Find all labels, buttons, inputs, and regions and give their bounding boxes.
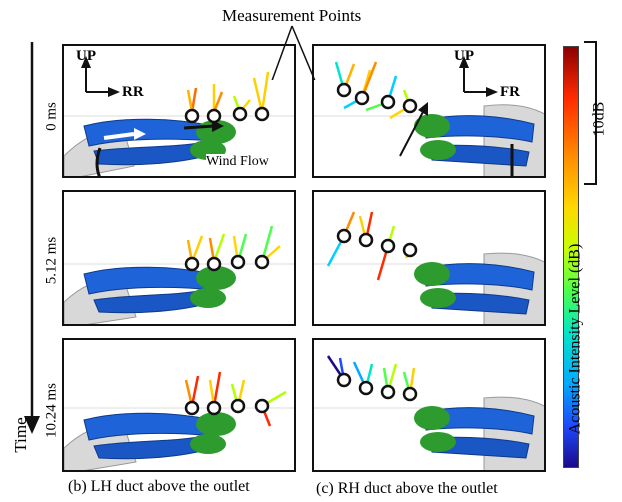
panel-rh-10ms xyxy=(312,338,546,472)
rr-label: RR xyxy=(122,84,144,100)
lh-10ms-scene xyxy=(64,371,294,470)
time-axis-label: Time xyxy=(11,417,30,453)
measurement-leader-lines xyxy=(271,25,316,80)
colorbar-title: Acoustic Intensity Level (dB) xyxy=(566,243,584,435)
row-label-5ms: 5.12 ms xyxy=(43,236,60,285)
row-label-10ms: 10.24 ms xyxy=(43,383,60,439)
panel-lh-5ms xyxy=(62,190,296,326)
rh-0ms-scene xyxy=(314,56,544,176)
lh-5ms-scene xyxy=(64,225,294,324)
wind-flow-label: Wind Flow xyxy=(206,154,269,170)
rh-5ms-scene xyxy=(314,211,544,324)
fr-label: FR xyxy=(500,84,520,100)
panel-rh-5ms xyxy=(312,190,546,326)
caption-left: (b) LH duct above the outlet xyxy=(68,478,250,495)
time-arrow-icon xyxy=(24,42,40,434)
up-label-right: UP xyxy=(454,48,474,64)
row-label-0ms: 0 ms xyxy=(43,102,60,131)
measurement-points-label: Measurement Points xyxy=(222,6,362,25)
rh-10ms-scene xyxy=(314,355,544,470)
colorbar-scale-label: 10dB xyxy=(590,101,608,137)
colorbar xyxy=(563,46,579,468)
panel-lh-10ms xyxy=(62,338,296,472)
panel-rh-0ms: UP FR xyxy=(312,44,546,178)
caption-right: (c) RH duct above the outlet xyxy=(316,480,498,497)
colorbar-10db-bracket xyxy=(584,41,597,185)
up-label: UP xyxy=(76,48,96,64)
lh-0ms-scene xyxy=(64,56,294,176)
